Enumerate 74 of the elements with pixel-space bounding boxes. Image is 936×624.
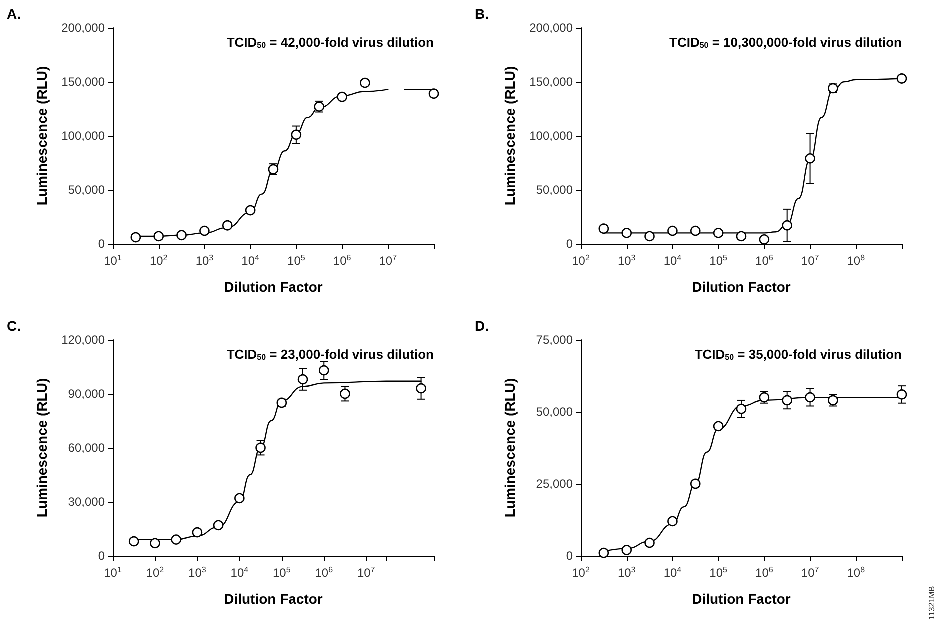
y-tick-label: 90,000 (68, 387, 106, 401)
y-tick-label: 60,000 (68, 441, 106, 455)
text: 11321MB (928, 586, 936, 620)
y-tick-label: 200,000 (62, 21, 106, 35)
point (782, 220, 792, 231)
point (736, 404, 747, 414)
y-tick-label: 0 (566, 549, 574, 563)
annotation: TCID50 = 10,300,000-fold virus dilution (670, 35, 902, 50)
point (200, 226, 210, 236)
point (736, 231, 747, 242)
chart-title: C. (7, 318, 21, 334)
point (622, 545, 632, 556)
point (598, 224, 610, 234)
point (176, 230, 187, 241)
point (668, 516, 678, 527)
y-tick-label: 0 (566, 237, 574, 251)
point (150, 538, 160, 549)
point (713, 228, 724, 238)
x-axis-title: Dilution Factor (224, 591, 324, 607)
point (690, 226, 701, 236)
y-tick-label: 25,000 (536, 477, 574, 491)
y-tick-label: 75,000 (536, 333, 574, 347)
y-axis-title: Luminescence (RLU) (34, 66, 50, 206)
y-axis-title: Luminescence (RLU) (502, 66, 518, 206)
point (668, 226, 678, 236)
point (192, 527, 203, 538)
x-axis-title: Dilution Factor (692, 591, 792, 607)
y-axis-title: Luminescence (RLU) (34, 378, 50, 518)
y-tick-label: 100,000 (62, 129, 106, 143)
y-tick-label: 200,000 (530, 21, 574, 35)
point (644, 231, 655, 242)
y-tick-label: 120,000 (62, 333, 106, 347)
y-tick-label: 150,000 (530, 75, 574, 89)
y-tick-label: 30,000 (68, 495, 106, 509)
point (340, 388, 350, 400)
point (622, 228, 632, 238)
point (256, 442, 266, 454)
point (128, 536, 140, 547)
point (805, 154, 816, 164)
point (690, 478, 701, 490)
point (213, 520, 224, 531)
annotation: TCID50 = 42,000-fold virus dilution (226, 35, 434, 50)
point (644, 538, 655, 548)
chart-title: B. (475, 6, 489, 22)
y-tick-label: 100,000 (530, 129, 574, 143)
point (598, 548, 610, 558)
y-axis-title: Luminescence (RLU) (502, 378, 518, 518)
y-tick-label: 0 (98, 549, 106, 563)
point (222, 220, 233, 231)
chart-title: A. (7, 6, 21, 22)
point (130, 232, 142, 243)
x-axis-title: Dilution Factor (224, 279, 324, 295)
x-axis-title: Dilution Factor (692, 279, 792, 295)
chart-title: D. (475, 318, 489, 334)
y-tick-label: 50,000 (536, 183, 574, 197)
point (360, 78, 370, 88)
point (154, 231, 164, 242)
annotation: TCID50 = 35,000-fold virus dilution (694, 347, 902, 362)
point (337, 92, 348, 102)
point (298, 374, 308, 385)
y-tick-label: 150,000 (62, 75, 106, 89)
point (759, 234, 770, 245)
point (782, 395, 792, 406)
y-tick-label: 0 (98, 237, 106, 251)
point (171, 534, 182, 545)
point (713, 421, 724, 432)
point (234, 493, 245, 504)
point (291, 130, 302, 140)
y-tick-label: 50,000 (68, 183, 106, 197)
point (245, 205, 256, 216)
annotation: TCID50 = 23,000-fold virus dilution (226, 347, 434, 362)
point (318, 365, 330, 376)
point (805, 392, 816, 403)
y-tick-label: 50,000 (536, 405, 574, 419)
